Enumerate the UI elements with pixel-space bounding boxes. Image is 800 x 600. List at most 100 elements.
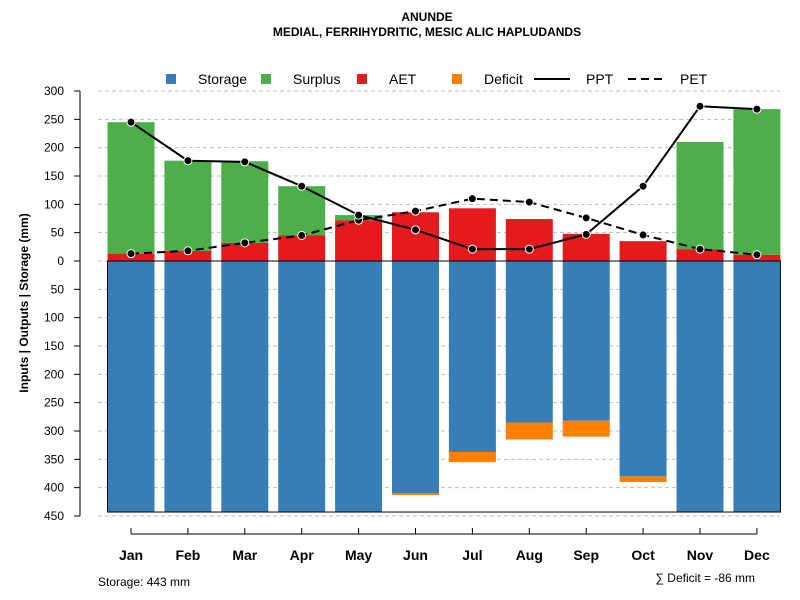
storage-bar xyxy=(733,261,781,513)
pet-point xyxy=(467,194,477,204)
y-axis: 300 250 200 150 100 50 0 50 100 150 200 250 300 350 40… xyxy=(44,84,81,523)
ppt-point xyxy=(297,181,307,191)
deficit-bar xyxy=(505,422,553,440)
aet-bar xyxy=(676,249,724,261)
y-tick-label: 250 xyxy=(44,396,64,410)
x-tick-label: Feb xyxy=(175,547,200,563)
aet-bar xyxy=(505,219,553,261)
pet-point xyxy=(752,250,762,260)
legend-swatch-storage xyxy=(166,74,176,84)
pet-line xyxy=(130,197,757,256)
ppt-point xyxy=(240,157,250,167)
pet-point xyxy=(240,238,250,248)
ppt-point xyxy=(695,101,705,111)
storage-bar xyxy=(164,261,212,513)
ppt-point xyxy=(183,156,193,166)
legend-swatch-aet xyxy=(357,74,367,84)
ppt-point xyxy=(411,225,420,235)
pet-point xyxy=(581,213,591,223)
y-axis-label: Inputs | Outputs | Storage (mm) xyxy=(17,213,31,392)
storage-bar xyxy=(619,261,667,477)
storage-bar xyxy=(448,261,496,452)
ppt-point xyxy=(581,229,591,239)
x-tick-label: Aug xyxy=(516,547,543,563)
y-tick-label: 200 xyxy=(44,367,64,381)
bars xyxy=(107,109,781,513)
storage-bar xyxy=(107,261,155,513)
aet-bar xyxy=(335,220,383,261)
pet-point xyxy=(638,230,648,240)
storage-footnote: Storage: 443 mm xyxy=(98,575,190,589)
aet-bar xyxy=(221,242,269,261)
x-tick-label: Oct xyxy=(631,547,655,563)
aet-bar xyxy=(392,212,439,261)
aet-bar xyxy=(619,241,667,261)
pet-point xyxy=(297,231,307,240)
storage-bar xyxy=(278,261,326,513)
ppt-point xyxy=(524,244,534,254)
chart-subtitle: MEDIAL, FERRIHYDRITIC, MESIC ALIC HAPLUD… xyxy=(273,25,581,39)
storage-bar xyxy=(221,261,269,513)
deficit-bar xyxy=(448,451,496,463)
y-tick-label: 250 xyxy=(44,112,64,126)
surplus-bar xyxy=(676,142,724,250)
legend: Storage Surplus AET Deficit PPT PET xyxy=(166,71,708,87)
storage-bar xyxy=(676,261,724,513)
deficit-bar xyxy=(562,420,610,437)
y-tick-label: 350 xyxy=(44,452,64,466)
y-tick-label: 450 xyxy=(44,509,64,523)
y-tick-label: 0 xyxy=(57,254,64,268)
deficit-bar xyxy=(392,493,439,496)
y-tick-label: 150 xyxy=(44,169,64,183)
legend-label-aet: AET xyxy=(389,71,417,87)
x-tick-label: Apr xyxy=(290,547,315,563)
pet-point xyxy=(411,206,420,216)
storage-bar xyxy=(392,261,439,494)
x-axis: Jan Feb Mar Apr May Jun Jul Aug Sep Oct Nov Dec xyxy=(119,528,770,563)
y-tick-label: 200 xyxy=(44,141,64,155)
surplus-bar xyxy=(221,161,269,243)
ppt-line xyxy=(130,105,757,251)
x-tick-label: Jun xyxy=(403,547,428,563)
storage-bar xyxy=(562,261,610,421)
legend-label-deficit: Deficit xyxy=(484,71,523,87)
x-tick-label: Jul xyxy=(462,547,482,563)
pet-point xyxy=(695,244,705,254)
y-tick-label: 150 xyxy=(44,339,64,353)
ppt-point xyxy=(354,210,364,220)
aet-bar xyxy=(164,250,212,261)
x-tick-label: Mar xyxy=(232,547,257,563)
surplus-bar xyxy=(733,109,781,255)
ppt-point xyxy=(467,244,477,254)
y-tick-label: 400 xyxy=(44,481,64,495)
y-tick-label: 100 xyxy=(44,311,64,325)
legend-label-storage: Storage xyxy=(198,71,247,87)
x-tick-label: Sep xyxy=(573,547,599,563)
legend-swatch-surplus xyxy=(261,74,271,84)
series-lines xyxy=(126,101,762,260)
legend-label-ppt: PPT xyxy=(586,71,614,87)
x-tick-label: Jan xyxy=(119,547,143,563)
y-tick-label: 300 xyxy=(44,424,64,438)
deficit-bar xyxy=(619,476,667,482)
ppt-point xyxy=(126,117,136,127)
surplus-bar xyxy=(164,160,212,251)
chart-title: ANUNDE xyxy=(401,10,452,24)
storage-bar xyxy=(335,261,383,513)
ppt-point xyxy=(638,181,648,191)
y-tick-label: 300 xyxy=(44,84,64,98)
legend-label-pet: PET xyxy=(680,71,708,87)
pet-point xyxy=(126,249,136,259)
ppt-point xyxy=(752,104,762,114)
legend-label-surplus: Surplus xyxy=(293,71,340,87)
x-tick-label: May xyxy=(345,547,372,563)
storage-bar xyxy=(505,261,553,423)
x-tick-label: Nov xyxy=(687,547,714,563)
y-tick-label: 50 xyxy=(51,226,65,240)
surplus-bar xyxy=(107,122,155,254)
deficit-footnote: ∑ Deficit = -86 mm xyxy=(655,571,755,585)
y-tick-label: 100 xyxy=(44,197,64,211)
x-tick-label: Dec xyxy=(744,547,770,563)
pet-point xyxy=(183,246,193,256)
